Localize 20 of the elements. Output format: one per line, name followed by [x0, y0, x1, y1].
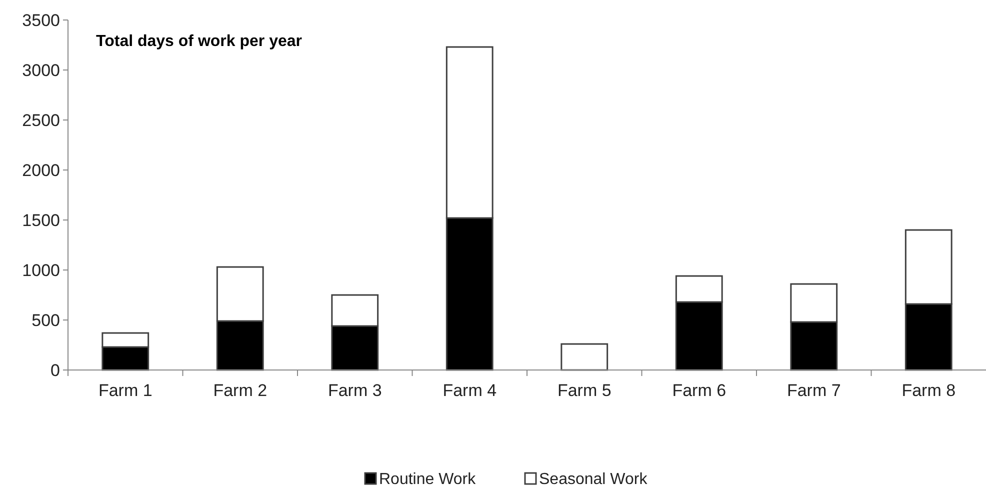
- y-tick-label: 2500: [22, 110, 60, 130]
- x-tick-label: Farm 6: [672, 381, 726, 400]
- x-tick-label: Farm 3: [328, 381, 382, 400]
- y-tick-label: 0: [50, 360, 60, 380]
- x-tick-label: Farm 8: [902, 381, 956, 400]
- x-tick-label: Farm 1: [98, 381, 152, 400]
- y-tick-label: 3500: [22, 10, 60, 30]
- y-tick-label: 3000: [22, 60, 60, 80]
- y-tick-label: 1000: [22, 260, 60, 280]
- legend-label: Routine Work: [379, 471, 477, 488]
- x-tick-label: Farm 7: [786, 381, 841, 400]
- text: Total days of work per year: [96, 33, 302, 50]
- y-tick-label: 2000: [22, 160, 60, 180]
- x-tick-label: Farm 5: [557, 381, 612, 400]
- x-tick-label: Farm 4: [442, 381, 497, 400]
- legend-label: Seasonal Work: [539, 471, 648, 488]
- y-tick-label: 500: [32, 310, 60, 330]
- y-tick-label: 1500: [22, 210, 60, 230]
- bar: [560, 343, 608, 371]
- x-tick-label: Farm 2: [213, 381, 268, 400]
